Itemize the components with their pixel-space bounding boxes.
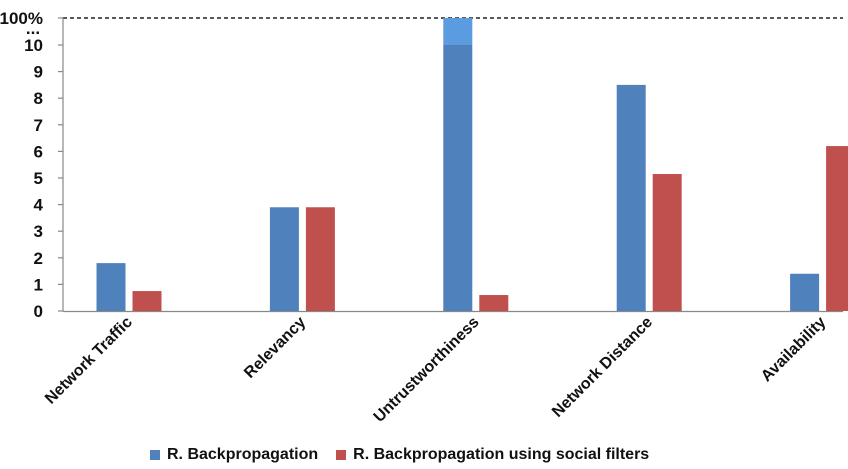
bar-1-2 <box>443 45 473 311</box>
bar-1-1 <box>269 207 299 311</box>
bar-2-0 <box>132 291 162 311</box>
y-tick-label: 1 <box>34 275 43 294</box>
y-axis-break-marker: ... <box>26 19 40 38</box>
bar-1-0 <box>96 263 126 311</box>
legend: R. Backpropagation R. Backpropagation us… <box>150 444 667 466</box>
y-tick-label: 8 <box>34 89 43 108</box>
y-tick-label: 3 <box>34 222 43 241</box>
y-tick-label-100-percent: 100% <box>0 9 43 28</box>
x-category-label: Relevancy <box>241 314 309 382</box>
bar-overflow-segment-1-2 <box>443 18 473 45</box>
bar-1-4 <box>790 273 820 311</box>
y-tick-label: 7 <box>34 116 43 135</box>
y-tick-label: 6 <box>34 142 43 161</box>
x-category-label: Network Traffic <box>42 314 136 408</box>
y-tick-label: 4 <box>34 196 44 215</box>
y-axis: 0 1 2 3 4 5 6 7 8 9 10 100%... <box>0 9 843 321</box>
bar-1-3 <box>616 84 646 312</box>
legend-swatch-series-2 <box>336 450 347 460</box>
x-category-label: Untrustworthiness <box>371 314 483 426</box>
bar-2-2 <box>479 295 509 311</box>
bar-2-1 <box>305 207 335 311</box>
bar-2-4 <box>826 146 848 311</box>
legend-item-series-2: R. Backpropagation using social filters <box>336 446 649 464</box>
legend-label-series-1: R. Backpropagation <box>167 446 319 463</box>
legend-swatch-series-1 <box>150 450 160 460</box>
bars <box>96 18 848 312</box>
y-tick-label: 9 <box>34 63 43 82</box>
legend-label-series-2: R. Backpropagation using social filters <box>353 446 650 463</box>
y-tick-label: 0 <box>34 302 43 321</box>
bar-2-3 <box>652 174 682 311</box>
x-axis-labels: Network Traffic Relevancy Untrustworthines… <box>42 314 829 426</box>
x-category-label: Availability <box>758 314 829 385</box>
y-tick-label: 5 <box>34 169 43 188</box>
y-tick-label: 2 <box>34 249 43 268</box>
legend-item-series-1: R. Backpropagation <box>150 446 318 464</box>
y-tick-label: 10 <box>24 36 43 55</box>
x-category-label: Network Distance <box>549 314 656 421</box>
